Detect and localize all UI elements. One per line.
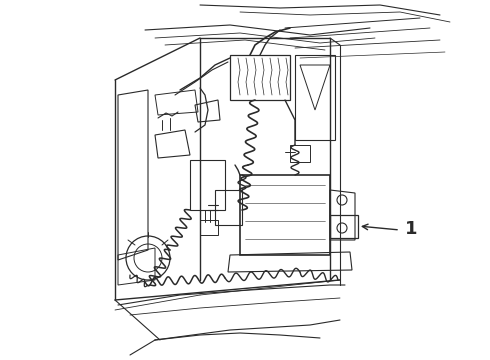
- Text: 1: 1: [405, 220, 417, 238]
